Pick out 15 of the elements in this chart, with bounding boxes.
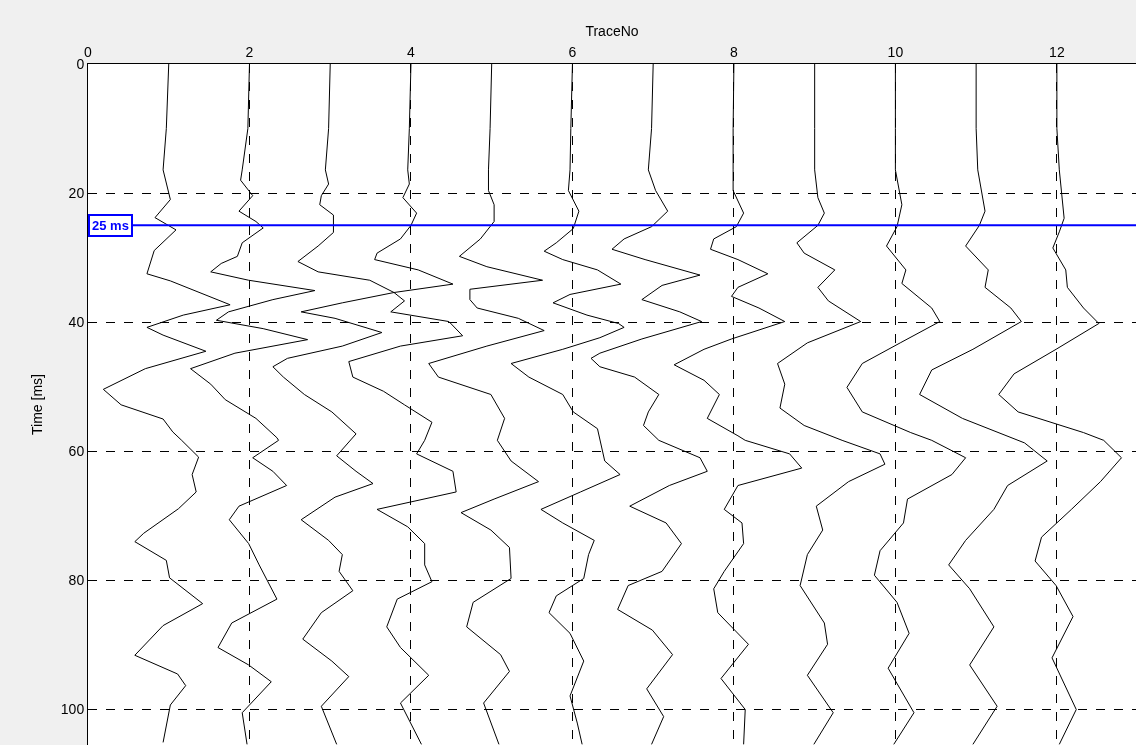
x-tick-label: 2 bbox=[245, 44, 254, 61]
y-tick-label: 60 bbox=[68, 443, 85, 460]
x-tick-label: 8 bbox=[730, 44, 739, 61]
y-axis-title: Time [ms] bbox=[29, 374, 46, 435]
x-tick-label: 6 bbox=[568, 44, 577, 61]
ref-line-label: 25 ms bbox=[92, 218, 129, 233]
x-tick-label: 10 bbox=[887, 44, 904, 61]
y-tick-label: 100 bbox=[60, 701, 85, 718]
y-tick-label: 40 bbox=[68, 314, 85, 331]
y-tick-label: 0 bbox=[76, 55, 85, 72]
y-tick-label: 20 bbox=[68, 185, 85, 201]
x-tick-label: 12 bbox=[1049, 44, 1065, 61]
y-tick-label: 80 bbox=[68, 572, 85, 589]
x-axis-title: TraceNo bbox=[585, 23, 639, 39]
x-tick-label: 4 bbox=[407, 44, 416, 61]
